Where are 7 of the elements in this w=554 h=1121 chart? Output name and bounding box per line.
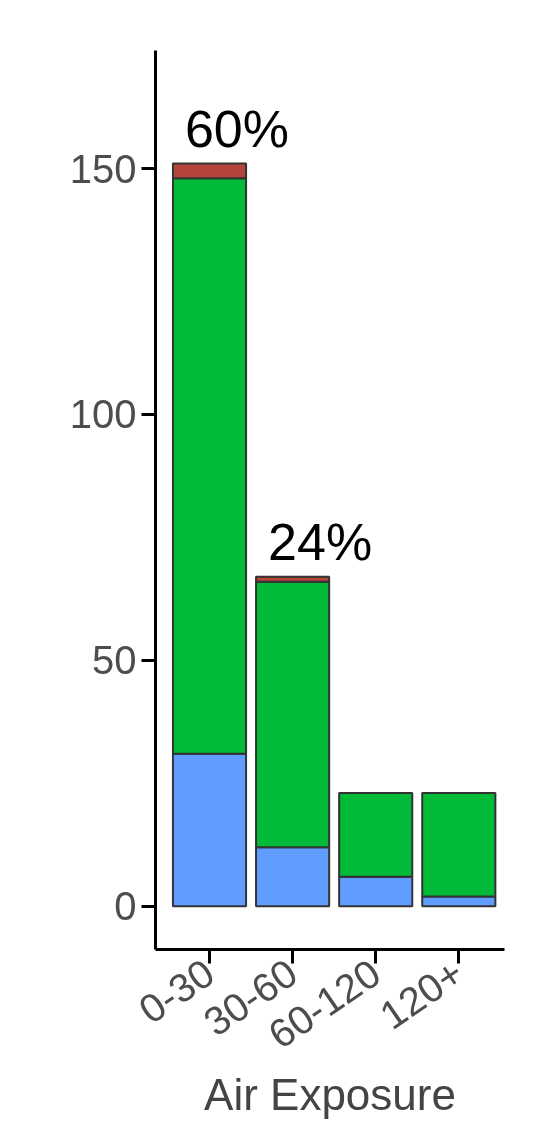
- y-tick-label: 0: [114, 884, 137, 929]
- x-axis-title: Air Exposure: [204, 1069, 456, 1119]
- annotation: 60%: [184, 99, 290, 158]
- annotation: 24%: [268, 512, 373, 571]
- y-tick-label: 50: [92, 638, 137, 683]
- y-tick-label: 100: [69, 392, 137, 437]
- y-tick-label: 150: [69, 146, 137, 191]
